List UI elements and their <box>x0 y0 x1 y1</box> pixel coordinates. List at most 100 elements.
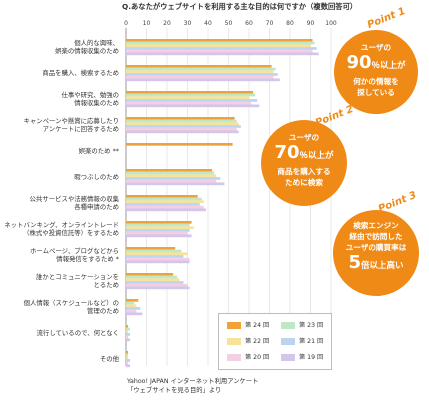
bar <box>126 255 184 258</box>
legend-label-23: 第 23 回 <box>299 322 324 329</box>
point-1-line3: 何かの情報を <box>353 77 399 86</box>
legend-swatch-23 <box>281 321 295 329</box>
bar <box>126 171 215 175</box>
legend-item-23: 第 23 回 <box>281 320 323 329</box>
point-2-unit: ％以上が <box>299 151 334 161</box>
bar <box>126 309 137 313</box>
legend-item-20: 第 20 回 <box>227 352 269 361</box>
legend-item-19: 第 19 回 <box>281 352 323 361</box>
x-tick-label: 0 <box>124 20 128 27</box>
bar <box>126 104 260 108</box>
x-tick-label: 50 <box>224 20 233 27</box>
bar <box>126 49 313 53</box>
bar <box>126 195 198 198</box>
bar <box>126 73 278 76</box>
bar <box>126 99 258 102</box>
bar <box>126 307 141 310</box>
bar <box>126 78 280 82</box>
point-3-line3: ユーザの購買率は <box>345 243 407 252</box>
x-tick-label: 100 <box>325 20 337 27</box>
category-label: 流行しているので、何となく <box>36 329 119 337</box>
point-2-callout: ユーザの 70％以上が 商品を購入する ために検索 <box>261 120 347 206</box>
bar <box>126 179 217 183</box>
bar <box>126 335 129 339</box>
bar <box>126 130 239 134</box>
bar <box>126 127 237 131</box>
bar <box>126 182 225 186</box>
bar <box>126 278 180 282</box>
bar <box>126 330 129 334</box>
category-label: 誰かとコミュニケーションを とるため <box>36 272 119 290</box>
x-tick-label: 40 <box>204 20 212 27</box>
bar <box>126 286 190 290</box>
bar <box>126 117 235 120</box>
x-tick-label: 10 <box>142 20 151 27</box>
category-label: 個人的な興味、 娯楽の情報収集のため <box>55 38 119 56</box>
point-1-line4: 探している <box>357 88 395 97</box>
bar <box>126 39 313 42</box>
bar <box>126 75 274 79</box>
bar <box>126 273 174 276</box>
bar <box>126 143 233 146</box>
legend-item-22: 第 22 回 <box>227 336 269 345</box>
bar <box>126 356 129 360</box>
category-label: キャンペーンや懸賞に応募したり アンケートに回答するため <box>23 116 119 134</box>
chart-title: Q.あなたがウェブサイトを利用する主な目的は何ですか（複数回答可） <box>122 2 358 11</box>
legend-swatch-24 <box>227 321 241 329</box>
bar <box>126 125 241 128</box>
bar <box>126 200 204 204</box>
point-3-figure: 5 <box>348 252 361 273</box>
category-label: ネットバンキング、オンライントレード （株式や投資信託等）をするため <box>4 220 119 238</box>
category-label: 個人情報（スケジュールなど）の 管理のため <box>23 298 119 316</box>
legend-label-21: 第 21 回 <box>299 338 324 345</box>
bar <box>126 260 190 264</box>
bar <box>126 203 200 206</box>
bar <box>126 70 274 74</box>
legend-item-21: 第 21 回 <box>281 336 323 345</box>
bar <box>126 177 221 180</box>
x-tick-label: 20 <box>163 20 171 27</box>
bar <box>126 252 188 256</box>
bar <box>126 44 311 48</box>
bar <box>126 275 178 279</box>
source-note: Yahoo! JAPAN インターネット利用アンケート 「ウェブサイトを見る目的… <box>127 377 258 395</box>
legend-swatch-20 <box>227 353 241 361</box>
bar <box>126 226 194 230</box>
bar <box>126 197 202 201</box>
point-3-unit: 倍以上高い <box>361 261 404 271</box>
point-2-line1: ユーザの <box>288 133 320 142</box>
point-1-unit: ％以上が <box>371 61 406 71</box>
category-label: ホームページ、ブログなどから 情報発信をするため * <box>30 246 119 264</box>
bar <box>126 364 131 368</box>
bar <box>126 65 272 68</box>
bar <box>126 208 206 212</box>
x-tick-label: 70 <box>265 20 274 27</box>
point-2-figure: 70 <box>274 142 300 163</box>
category-label: その他 <box>99 355 119 363</box>
point-3-line2: 経由で訪問した <box>349 232 403 241</box>
legend-swatch-21 <box>281 337 295 345</box>
point-3-line1: 検索エンジン <box>353 221 399 230</box>
bar <box>126 301 135 305</box>
bar <box>126 67 276 71</box>
bar <box>126 353 129 357</box>
bar <box>126 231 188 235</box>
bar <box>126 249 182 253</box>
legend-label-20: 第 20 回 <box>245 354 270 361</box>
bar <box>126 169 213 172</box>
bar <box>126 174 217 178</box>
category-label: 商品を購入、検索するため <box>42 69 119 77</box>
bar <box>126 247 176 250</box>
bar <box>126 327 131 331</box>
bar <box>126 304 137 308</box>
bar <box>126 338 131 342</box>
x-tick-label: 60 <box>245 20 253 27</box>
bar <box>126 257 190 261</box>
x-tick-label: 90 <box>306 20 315 27</box>
bar <box>126 101 252 105</box>
point-3-callout: 検索エンジン 経由で訪問した ユーザの購買率は 5倍以上高い <box>333 210 419 296</box>
x-tick-label: 80 <box>286 20 294 27</box>
bar <box>126 96 249 100</box>
point-2-line3: 商品を購入する <box>277 167 331 176</box>
